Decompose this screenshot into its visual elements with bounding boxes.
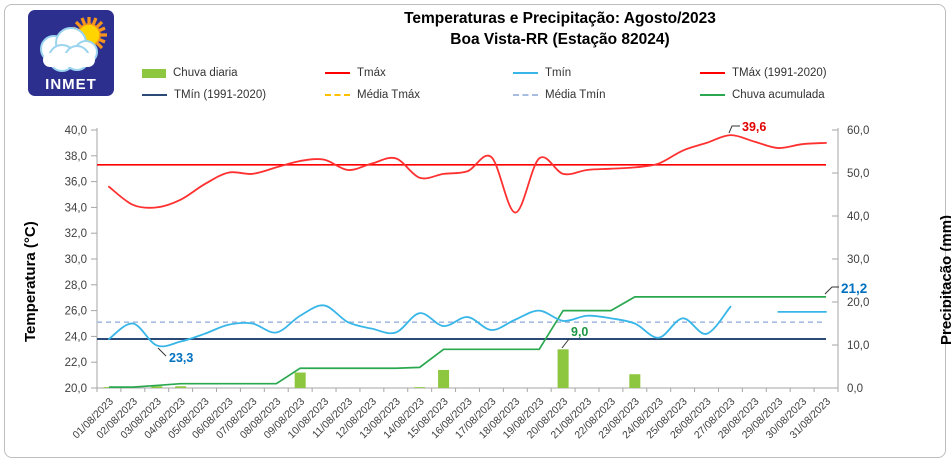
legend-label: Média Tmáx — [357, 89, 421, 101]
legend-label: Chuva acumulada — [732, 89, 825, 101]
annotation-label: 9,0 — [571, 325, 588, 339]
y-right-tick-label: 50,0 — [847, 168, 869, 180]
y-right-tick-label: 20,0 — [847, 297, 869, 309]
y-axis-right-ticks: 60,0 50,0 40,0 30,0 20,0 10,0 0,0 — [832, 125, 869, 395]
annotation-leader — [824, 286, 839, 295]
rain-bar — [557, 349, 569, 388]
legend-label: Chuva diaria — [173, 67, 238, 79]
legend-swatch-media-tmax-dash — [325, 94, 350, 96]
legend-item-tmin: Tmín — [513, 66, 571, 80]
y-left-tick-label: 36,0 — [65, 177, 87, 189]
legend-item-tmax-normal: TMáx (1991-2020) — [700, 66, 827, 80]
series-tmin-line-path — [108, 304, 732, 348]
rain-bar — [629, 374, 641, 388]
legend-swatch-rain-bar — [142, 68, 166, 78]
rain-cumulative-path — [108, 295, 827, 388]
y-right-tick-label: 40,0 — [847, 211, 869, 223]
chart-subtitle: Boa Vista-RR (Estação 82024) — [450, 31, 670, 48]
annotation-leader — [561, 338, 570, 349]
legend-item-tmin-normal: TMín (1991-2020) — [142, 88, 266, 102]
y-right-tick-label: 30,0 — [847, 254, 869, 266]
rain-bar — [175, 386, 187, 388]
legend-item-media-tmax: Média Tmáx — [325, 88, 420, 102]
legend-label: Média Tmín — [545, 89, 606, 101]
y-left-tick-label: 30,0 — [65, 254, 87, 266]
chart-title-block: Temperaturas e Precipitação: Agosto/2023… — [240, 8, 880, 50]
annotation-leader — [728, 125, 740, 134]
y-right-tick-label: 10,0 — [847, 340, 869, 352]
legend-swatch-media-tmin-dash — [513, 94, 538, 96]
legend-label: TMáx (1991-2020) — [732, 67, 827, 79]
rain-bar — [151, 386, 163, 388]
legend-swatch-tmin-ref-line — [142, 94, 167, 96]
rain-bar — [438, 369, 450, 388]
legend-label: Tmín — [545, 67, 572, 79]
y-left-tick-label: 28,0 — [65, 280, 87, 292]
y-left-tick-label: 26,0 — [65, 306, 87, 318]
legend-item-chuva-acumulada: Chuva acumulada — [700, 88, 825, 102]
series-tmax-line — [108, 134, 827, 214]
rain-bar — [294, 372, 306, 388]
y-left-tick-label: 20,0 — [65, 383, 87, 395]
x-axis: 01/08/202302/08/202303/08/202304/08/2023… — [70, 388, 839, 441]
inmet-logo: INMET — [27, 9, 115, 97]
annotation-label: 21,2 — [841, 281, 867, 296]
annotation-leader — [157, 347, 167, 357]
legend-swatch-rain-cum-line — [700, 94, 725, 96]
reference-lines — [97, 163, 826, 340]
y-axis-left-ticks: 40,0 38,0 36,0 34,0 32,0 30,0 28,0 26,0 24,0 22,0… — [65, 125, 97, 395]
y-left-tick-label: 38,0 — [65, 151, 87, 163]
annotation-label: 39,6 — [742, 120, 766, 134]
legend-swatch-tmax-line — [325, 72, 350, 74]
legend-label: Tmáx — [357, 67, 386, 79]
y-right-tick-label: 0,0 — [847, 383, 863, 395]
series-tmax-line-path — [108, 134, 827, 214]
cloud-icon — [40, 27, 98, 72]
legend-item-media-tmin: Média Tmín — [513, 88, 606, 102]
legend-label: TMín (1991-2020) — [174, 89, 267, 101]
y-left-tick-label: 22,0 — [65, 357, 87, 369]
y-left-tick-label: 24,0 — [65, 331, 87, 343]
y-right-tick-label: 60,0 — [847, 125, 869, 137]
logo-text: INMET — [45, 76, 97, 93]
legend-item-chuva-diaria: Chuva diaria — [142, 66, 238, 80]
annotation-label: 23,3 — [169, 351, 193, 365]
inmet-logo-graphic: INMET — [28, 10, 114, 96]
annotations: 23,3 9,0 39,6 21,2 — [157, 120, 867, 365]
y-left-tick-label: 40,0 — [65, 125, 87, 137]
y-left-tick-label: 34,0 — [65, 202, 87, 214]
series-rain-cumulative-line — [108, 295, 827, 388]
y-left-tick-label: 32,0 — [65, 228, 87, 240]
legend-swatch-tmin-line — [513, 72, 538, 74]
rain-bar — [414, 387, 426, 388]
chart-title: Temperaturas e Precipitação: Agosto/2023 — [404, 10, 716, 27]
legend-swatch-tmax-ref-line — [700, 72, 725, 74]
legend-item-tmax: Tmáx — [325, 66, 386, 80]
series-tmin-line — [108, 304, 827, 348]
